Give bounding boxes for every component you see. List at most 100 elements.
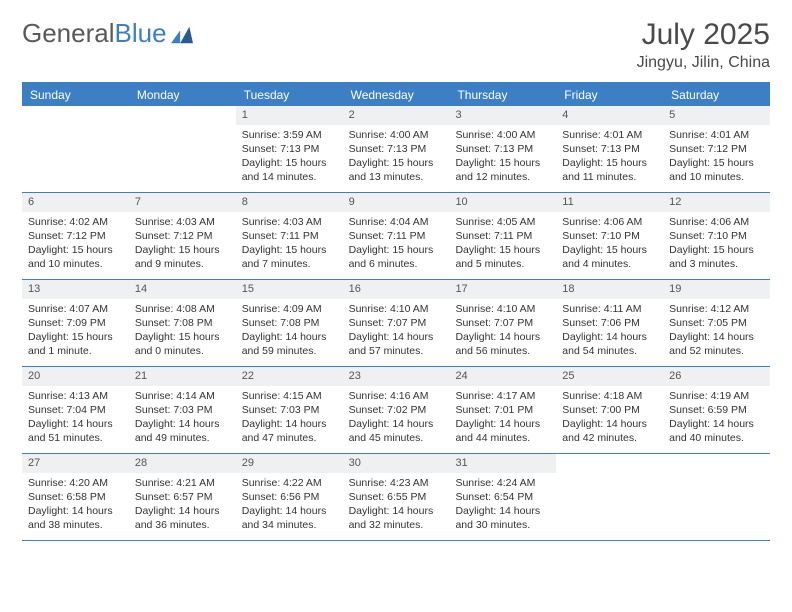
day-cell: 27Sunrise: 4:20 AMSunset: 6:58 PMDayligh… [22,454,129,540]
daylight-text: Daylight: 14 hours and 38 minutes. [28,504,123,532]
weeks-container: 1Sunrise: 3:59 AMSunset: 7:13 PMDaylight… [22,106,770,541]
day-cell [663,454,770,540]
logo-mark-icon [171,26,193,44]
sunset-text: Sunset: 7:13 PM [242,142,337,156]
daylight-text: Daylight: 14 hours and 32 minutes. [349,504,444,532]
day-cell: 3Sunrise: 4:00 AMSunset: 7:13 PMDaylight… [449,106,556,192]
day-number: 14 [129,280,236,299]
weekday-row: SundayMondayTuesdayWednesdayThursdayFrid… [22,84,770,106]
day-number: 30 [343,454,450,473]
sunrise-text: Sunrise: 4:12 AM [669,302,764,316]
daylight-text: Daylight: 14 hours and 36 minutes. [135,504,230,532]
daylight-text: Daylight: 14 hours and 54 minutes. [562,330,657,358]
week-row: 1Sunrise: 3:59 AMSunset: 7:13 PMDaylight… [22,106,770,193]
day-cell: 9 Sunrise: 4:04 AMSunset: 7:11 PMDaylight… [343,193,450,279]
sunset-text: Sunset: 7:03 PM [135,403,230,417]
day-body: Sunrise: 4:03 AMSunset: 7:11 PMDaylight:… [236,212,343,278]
day-body: Sunrise: 4:13 AMSunset: 7:04 PMDaylight:… [22,386,129,452]
day-number: 21 [129,367,236,386]
daylight-text: Daylight: 14 hours and 44 minutes. [455,417,550,445]
sunrise-text: Sunrise: 3:59 AM [242,128,337,142]
sunset-text: Sunset: 7:09 PM [28,316,123,330]
week-row: 13Sunrise: 4:07 AMSunset: 7:09 PMDayligh… [22,280,770,367]
day-body: Sunrise: 4:01 AMSunset: 7:13 PMDaylight:… [556,125,663,191]
day-number: 7 [129,193,236,212]
weekday-header: Friday [556,84,663,106]
sunset-text: Sunset: 6:58 PM [28,490,123,504]
daylight-text: Daylight: 15 hours and 1 minute. [28,330,123,358]
daylight-text: Daylight: 15 hours and 14 minutes. [242,156,337,184]
sunrise-text: Sunrise: 4:11 AM [562,302,657,316]
logo-text-2: Blue [115,18,167,49]
day-cell: 19Sunrise: 4:12 AMSunset: 7:05 PMDayligh… [663,280,770,366]
day-number: 6 [22,193,129,212]
day-number: 12 [663,193,770,212]
day-body: Sunrise: 4:12 AMSunset: 7:05 PMDaylight:… [663,299,770,365]
daylight-text: Daylight: 15 hours and 9 minutes. [135,243,230,271]
sunrise-text: Sunrise: 4:07 AM [28,302,123,316]
daylight-text: Daylight: 14 hours and 56 minutes. [455,330,550,358]
day-body: Sunrise: 4:21 AMSunset: 6:57 PMDaylight:… [129,473,236,539]
daylight-text: Daylight: 15 hours and 0 minutes. [135,330,230,358]
weekday-header: Thursday [449,84,556,106]
daylight-text: Daylight: 15 hours and 12 minutes. [455,156,550,184]
day-cell [22,106,129,192]
sunrise-text: Sunrise: 4:03 AM [242,215,337,229]
day-body: Sunrise: 4:24 AMSunset: 6:54 PMDaylight:… [449,473,556,539]
sunset-text: Sunset: 7:11 PM [455,229,550,243]
day-body: Sunrise: 4:01 AMSunset: 7:12 PMDaylight:… [663,125,770,191]
daylight-text: Daylight: 15 hours and 6 minutes. [349,243,444,271]
day-cell: 26Sunrise: 4:19 AMSunset: 6:59 PMDayligh… [663,367,770,453]
day-number: 22 [236,367,343,386]
day-number: 9 [343,193,450,212]
day-cell: 22Sunrise: 4:15 AMSunset: 7:03 PMDayligh… [236,367,343,453]
daylight-text: Daylight: 15 hours and 7 minutes. [242,243,337,271]
sunset-text: Sunset: 7:08 PM [242,316,337,330]
sunrise-text: Sunrise: 4:01 AM [669,128,764,142]
day-body: Sunrise: 4:09 AMSunset: 7:08 PMDaylight:… [236,299,343,365]
sunset-text: Sunset: 6:59 PM [669,403,764,417]
day-number: 8 [236,193,343,212]
sunrise-text: Sunrise: 4:08 AM [135,302,230,316]
sunrise-text: Sunrise: 4:10 AM [455,302,550,316]
daylight-text: Daylight: 14 hours and 52 minutes. [669,330,764,358]
sunrise-text: Sunrise: 4:22 AM [242,476,337,490]
day-body: Sunrise: 4:00 AMSunset: 7:13 PMDaylight:… [449,125,556,191]
sunset-text: Sunset: 7:07 PM [349,316,444,330]
day-cell: 5Sunrise: 4:01 AMSunset: 7:12 PMDaylight… [663,106,770,192]
weekday-header: Sunday [22,84,129,106]
week-row: 6Sunrise: 4:02 AMSunset: 7:12 PMDaylight… [22,193,770,280]
sunset-text: Sunset: 7:10 PM [562,229,657,243]
daylight-text: Daylight: 14 hours and 51 minutes. [28,417,123,445]
day-number: 19 [663,280,770,299]
logo: GeneralBlue [22,18,193,49]
weekday-header: Monday [129,84,236,106]
daylight-text: Daylight: 14 hours and 59 minutes. [242,330,337,358]
sunrise-text: Sunrise: 4:00 AM [455,128,550,142]
sunrise-text: Sunrise: 4:01 AM [562,128,657,142]
sunset-text: Sunset: 7:06 PM [562,316,657,330]
location: Jingyu, Jilin, China [637,54,770,72]
day-cell: 11Sunrise: 4:06 AMSunset: 7:10 PMDayligh… [556,193,663,279]
sunrise-text: Sunrise: 4:20 AM [28,476,123,490]
day-number: 10 [449,193,556,212]
day-body: Sunrise: 4:10 AMSunset: 7:07 PMDaylight:… [343,299,450,365]
daylight-text: Daylight: 14 hours and 49 minutes. [135,417,230,445]
sunset-text: Sunset: 7:08 PM [135,316,230,330]
day-body: Sunrise: 4:06 AMSunset: 7:10 PMDaylight:… [663,212,770,278]
day-cell: 12Sunrise: 4:06 AMSunset: 7:10 PMDayligh… [663,193,770,279]
day-number: 24 [449,367,556,386]
calendar: SundayMondayTuesdayWednesdayThursdayFrid… [22,82,770,541]
day-cell [129,106,236,192]
sunrise-text: Sunrise: 4:05 AM [455,215,550,229]
day-number: 20 [22,367,129,386]
sunset-text: Sunset: 7:01 PM [455,403,550,417]
daylight-text: Daylight: 15 hours and 4 minutes. [562,243,657,271]
day-body: Sunrise: 4:06 AMSunset: 7:10 PMDaylight:… [556,212,663,278]
daylight-text: Daylight: 14 hours and 42 minutes. [562,417,657,445]
day-number: 1 [236,106,343,125]
sunrise-text: Sunrise: 4:10 AM [349,302,444,316]
sunset-text: Sunset: 7:02 PM [349,403,444,417]
sunset-text: Sunset: 7:11 PM [349,229,444,243]
sunrise-text: Sunrise: 4:04 AM [349,215,444,229]
